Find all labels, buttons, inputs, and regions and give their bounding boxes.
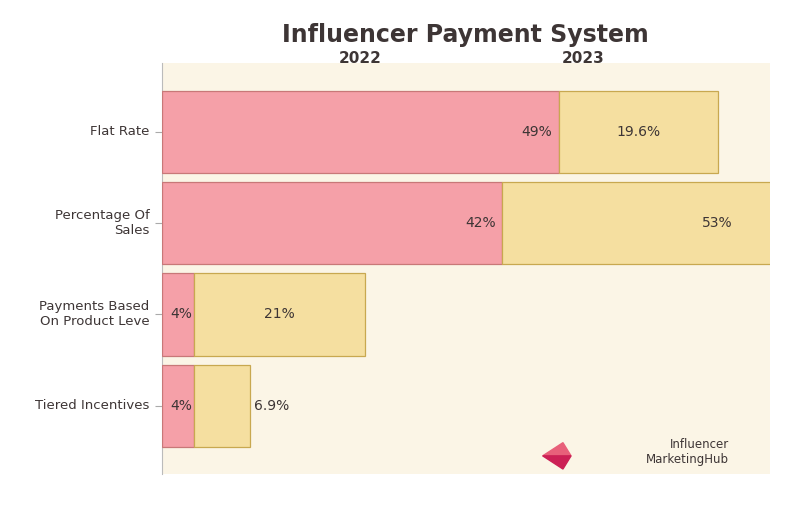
Text: Influencer
MarketingHub: Influencer MarketingHub [646,438,729,466]
Text: 2023: 2023 [562,51,604,66]
Text: 19.6%: 19.6% [616,125,660,139]
Text: 2022: 2022 [339,51,382,66]
Text: 53%: 53% [701,216,732,230]
Text: 49%: 49% [522,125,552,139]
Bar [194,274,364,356]
Text: 42%: 42% [465,216,496,230]
Bar [162,91,559,173]
Text: 4%: 4% [170,399,192,413]
Text: 4%: 4% [170,307,192,321]
Text: 6.9%: 6.9% [254,399,290,413]
Bar [162,365,194,447]
Bar [162,182,502,264]
Bar [162,274,194,356]
Bar [194,365,250,447]
Bar [559,91,718,173]
Bar [502,182,810,264]
Text: 21%: 21% [264,307,295,321]
Title: Influencer Payment System: Influencer Payment System [283,23,649,47]
